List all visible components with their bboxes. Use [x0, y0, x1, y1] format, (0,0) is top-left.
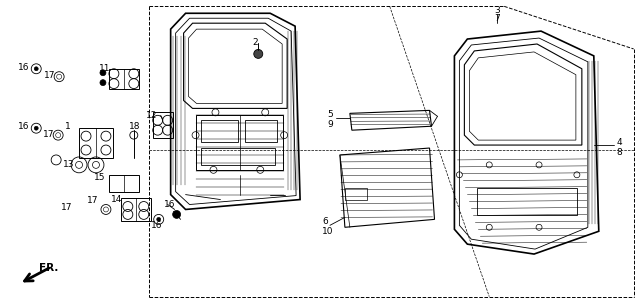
Circle shape [157, 217, 161, 221]
Circle shape [100, 80, 106, 86]
Text: FR.: FR. [39, 263, 59, 273]
Text: 18: 18 [129, 122, 140, 131]
Text: 6: 6 [322, 217, 328, 226]
Text: 1: 1 [65, 122, 71, 131]
Circle shape [173, 211, 180, 218]
Circle shape [100, 70, 106, 76]
Text: 16: 16 [151, 221, 162, 230]
Text: 17: 17 [61, 202, 72, 211]
Circle shape [35, 67, 38, 71]
Circle shape [35, 126, 38, 130]
Text: 8: 8 [617, 148, 623, 157]
Text: 2: 2 [252, 38, 258, 47]
Circle shape [254, 49, 263, 58]
Bar [345, 188, 367, 200]
Bar [200, 120, 238, 142]
Text: 17: 17 [87, 196, 99, 205]
Text: 10: 10 [322, 227, 333, 236]
Bar [245, 120, 277, 142]
Text: 16: 16 [19, 63, 30, 72]
Bar [477, 188, 577, 215]
Text: 9: 9 [327, 120, 333, 129]
Text: 7: 7 [494, 14, 500, 23]
Text: 13: 13 [63, 160, 75, 169]
Bar [200, 148, 275, 165]
Text: 14: 14 [111, 195, 122, 204]
Text: 12: 12 [146, 112, 157, 120]
Text: 16: 16 [19, 122, 30, 131]
Bar [196, 115, 283, 170]
Text: 11: 11 [99, 64, 111, 73]
Text: 15: 15 [94, 173, 106, 182]
Text: 3: 3 [494, 6, 500, 15]
Text: 17: 17 [44, 130, 54, 139]
Text: 5: 5 [327, 110, 333, 119]
Text: 17: 17 [44, 71, 56, 80]
Text: 4: 4 [617, 138, 622, 147]
Text: 16: 16 [164, 200, 175, 208]
